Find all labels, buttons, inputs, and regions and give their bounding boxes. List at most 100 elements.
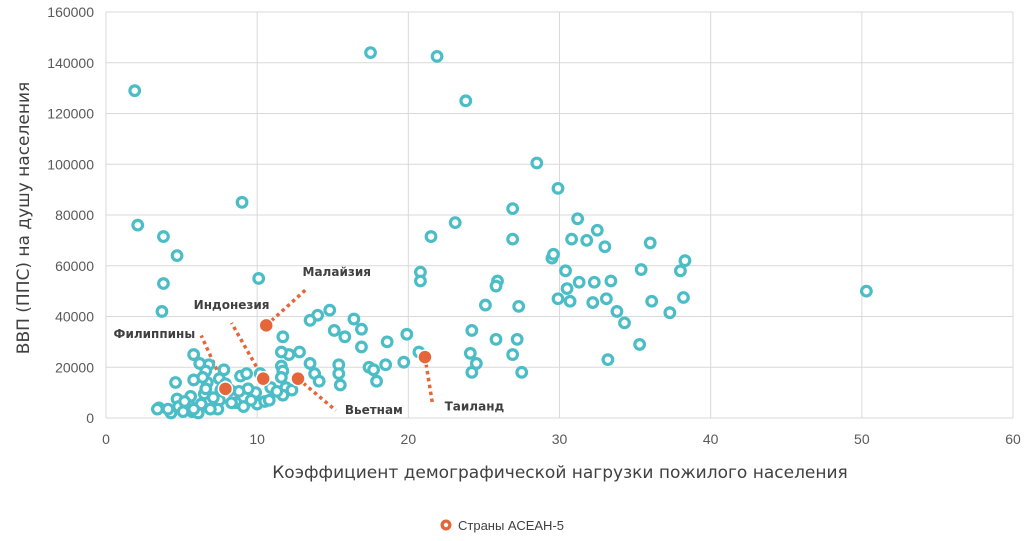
y-axis-title: ВВП (ППС) на душу населения	[14, 82, 34, 354]
country-point	[303, 313, 317, 327]
y-tick-label: 40000	[55, 309, 94, 325]
country-point	[131, 218, 145, 232]
y-tick-label: 100000	[47, 156, 94, 172]
country-point	[645, 294, 659, 308]
country-point	[678, 254, 692, 268]
asean-point	[290, 370, 306, 387]
country-point	[587, 275, 601, 289]
country-point	[400, 327, 414, 341]
country-point	[677, 291, 690, 304]
legend: Страны АСЕАН-5	[438, 517, 564, 533]
country-point	[312, 374, 326, 388]
y-tick-label: 120000	[47, 106, 94, 122]
country-point	[274, 345, 288, 359]
country-point	[571, 212, 585, 226]
country-point	[599, 292, 613, 306]
annotation-connector	[423, 356, 435, 405]
country-point	[196, 371, 210, 384]
tick-labels: 0 20000 40000 60000 80000 100000 120000 140000 1…	[47, 4, 1021, 447]
country-point	[424, 230, 438, 243]
country-point	[506, 202, 520, 216]
country-point	[367, 363, 380, 377]
asean-point	[255, 370, 271, 387]
country-point	[285, 383, 299, 397]
country-point	[618, 316, 631, 330]
gridlines	[105, 11, 1014, 419]
country-point	[414, 274, 427, 288]
country-point	[598, 240, 612, 254]
country-point	[206, 391, 220, 405]
country-point	[479, 298, 492, 312]
annotation-label: Индонезия	[194, 298, 270, 312]
country-point	[128, 84, 142, 98]
x-tick-label: 30	[552, 431, 568, 447]
country-point	[563, 294, 577, 308]
country-point	[586, 296, 600, 309]
country-point	[459, 94, 473, 108]
country-point	[633, 338, 647, 351]
country-point	[276, 330, 290, 344]
y-tick-label: 160000	[47, 4, 94, 20]
country-point	[604, 274, 618, 288]
country-point	[610, 305, 624, 318]
country-point	[323, 303, 337, 317]
country-point	[338, 330, 352, 344]
country-point	[489, 332, 503, 346]
country-point	[252, 272, 266, 285]
x-tick-label: 0	[102, 431, 110, 447]
country-point	[169, 376, 182, 389]
asean-point	[258, 317, 274, 334]
country-point	[157, 277, 170, 290]
country-point	[347, 312, 361, 326]
x-tick-label: 40	[703, 431, 719, 447]
country-point	[551, 181, 565, 195]
annotation-connector	[296, 377, 337, 412]
country-point	[293, 345, 306, 359]
country-point	[510, 332, 524, 346]
asean-point	[417, 349, 433, 365]
country-point	[643, 236, 657, 250]
data-points	[128, 46, 873, 420]
y-tick-label: 80000	[55, 207, 94, 223]
country-point	[161, 402, 175, 416]
country-point	[530, 156, 544, 170]
country-point	[380, 335, 394, 349]
country-point	[515, 365, 529, 379]
country-point	[489, 279, 503, 293]
country-point	[506, 348, 520, 361]
annotation-label: Филиппины	[114, 327, 196, 341]
y-tick-label: 60000	[55, 258, 94, 274]
x-tick-label: 60	[1005, 431, 1021, 447]
x-tick-label: 20	[401, 431, 417, 447]
country-point	[170, 249, 184, 263]
legend-marker-center	[443, 522, 449, 528]
country-point	[663, 306, 677, 320]
country-point	[430, 50, 444, 63]
country-point	[572, 275, 586, 289]
country-point	[327, 324, 341, 337]
country-point	[379, 358, 393, 372]
country-point	[274, 371, 288, 384]
country-point	[370, 374, 383, 388]
country-point	[601, 353, 615, 367]
country-point	[235, 195, 249, 209]
legend-label: Страны АСЕАН-5	[458, 518, 564, 533]
country-point	[332, 367, 346, 380]
country-point	[674, 264, 687, 278]
y-tick-label: 20000	[55, 359, 94, 375]
country-point	[364, 46, 377, 59]
country-point	[469, 357, 483, 370]
country-point	[150, 402, 164, 416]
country-point	[859, 284, 873, 298]
country-point	[551, 292, 565, 306]
country-point	[270, 384, 284, 398]
y-tick-label: 0	[86, 410, 94, 426]
asean-point	[217, 381, 234, 397]
country-point	[244, 393, 258, 407]
country-point	[512, 299, 526, 313]
country-point	[463, 346, 477, 360]
country-point	[187, 402, 201, 416]
country-point	[397, 355, 411, 369]
country-point	[193, 357, 207, 370]
